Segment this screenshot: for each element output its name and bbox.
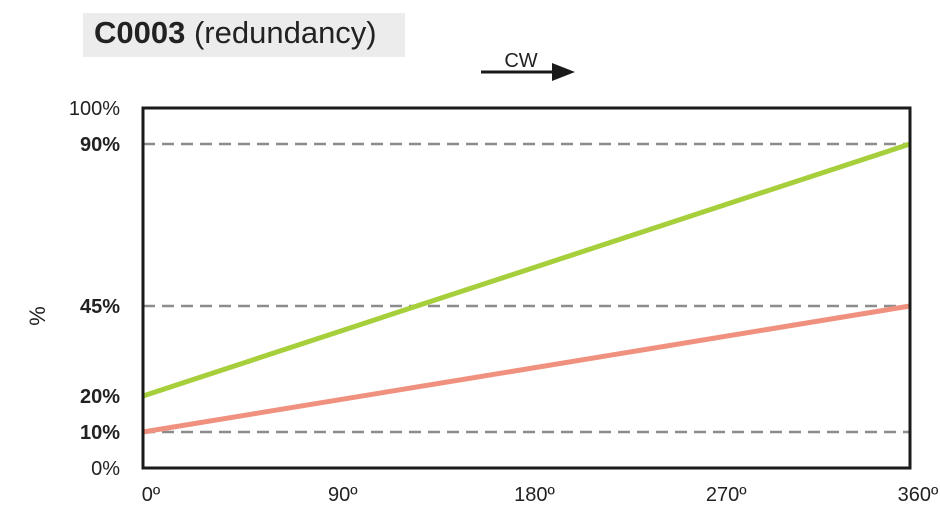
title-background xyxy=(83,13,405,57)
y-tick-label: 10% xyxy=(80,422,120,444)
series-line-1 xyxy=(142,141,911,399)
title-code: C0003 xyxy=(94,15,186,50)
x-tick-labels: 0º 90º 180º 270º 360º xyxy=(142,484,939,506)
series-lines xyxy=(142,141,911,435)
reference-lines xyxy=(143,142,910,434)
y-axis-label: % xyxy=(25,306,50,326)
x-tick-label: 360º xyxy=(898,484,939,506)
y-tick-label: 90% xyxy=(80,134,120,156)
x-tick-label: 270º xyxy=(706,484,747,506)
x-tick-label: 90º xyxy=(328,484,358,506)
arrow-right-icon xyxy=(552,63,575,81)
y-tick-labels: 0% 10% 20% 45% 90% 100% xyxy=(69,98,120,480)
y-tick-label: 45% xyxy=(80,296,120,318)
x-tick-label: 0º xyxy=(142,484,161,506)
y-tick-label: 0% xyxy=(91,458,120,480)
chart-title: C0003 (redundancy) xyxy=(94,14,377,52)
series-line-2 xyxy=(142,303,911,435)
direction-indicator: CW xyxy=(481,50,575,81)
direction-label: CW xyxy=(504,50,537,72)
x-tick-label: 180º xyxy=(514,484,555,506)
plot-frame xyxy=(141,106,912,470)
y-tick-label: 20% xyxy=(80,386,120,408)
y-tick-label: 100% xyxy=(69,98,120,120)
title-rest: (redundancy) xyxy=(185,15,377,50)
